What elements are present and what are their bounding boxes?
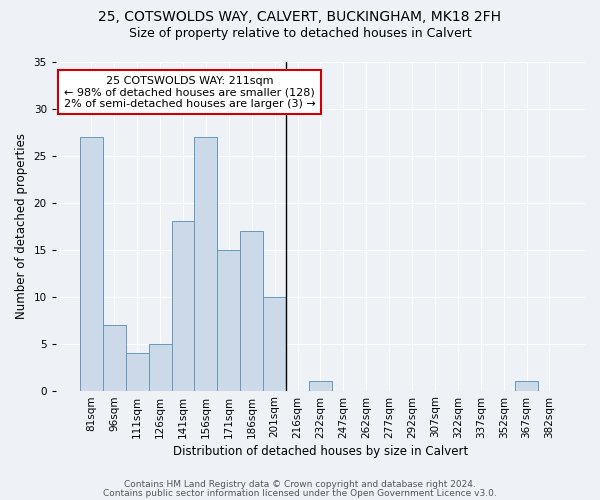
Bar xyxy=(217,250,240,390)
Bar xyxy=(263,296,286,390)
Bar xyxy=(103,325,126,390)
Bar xyxy=(309,381,332,390)
X-axis label: Distribution of detached houses by size in Calvert: Distribution of detached houses by size … xyxy=(173,444,468,458)
Text: Contains public sector information licensed under the Open Government Licence v3: Contains public sector information licen… xyxy=(103,488,497,498)
Bar xyxy=(149,344,172,390)
Text: 25, COTSWOLDS WAY, CALVERT, BUCKINGHAM, MK18 2FH: 25, COTSWOLDS WAY, CALVERT, BUCKINGHAM, … xyxy=(98,10,502,24)
Text: 25 COTSWOLDS WAY: 211sqm
← 98% of detached houses are smaller (128)
2% of semi-d: 25 COTSWOLDS WAY: 211sqm ← 98% of detach… xyxy=(64,76,316,109)
Y-axis label: Number of detached properties: Number of detached properties xyxy=(15,133,28,319)
Bar xyxy=(240,230,263,390)
Text: Size of property relative to detached houses in Calvert: Size of property relative to detached ho… xyxy=(128,28,472,40)
Bar xyxy=(194,136,217,390)
Text: Contains HM Land Registry data © Crown copyright and database right 2024.: Contains HM Land Registry data © Crown c… xyxy=(124,480,476,489)
Bar xyxy=(80,136,103,390)
Bar xyxy=(126,353,149,391)
Bar xyxy=(515,381,538,390)
Bar xyxy=(172,222,194,390)
